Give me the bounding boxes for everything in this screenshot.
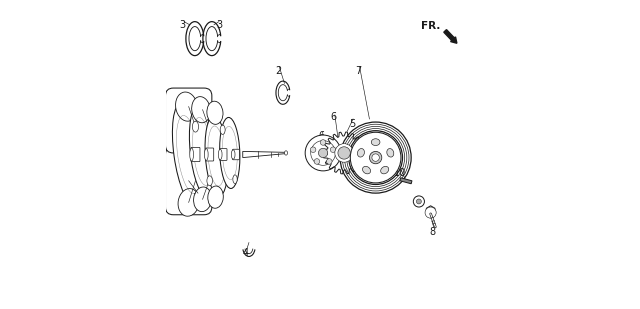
Ellipse shape	[231, 150, 235, 159]
Text: FR.: FR.	[420, 21, 440, 31]
Ellipse shape	[220, 125, 225, 134]
Text: 6: 6	[331, 112, 337, 122]
Text: 8: 8	[429, 227, 436, 237]
Text: 4: 4	[243, 248, 249, 258]
Circle shape	[350, 132, 401, 183]
Circle shape	[310, 147, 316, 152]
Ellipse shape	[175, 92, 198, 121]
Ellipse shape	[208, 186, 223, 208]
Ellipse shape	[204, 149, 208, 160]
Circle shape	[319, 148, 328, 158]
Text: 9: 9	[414, 196, 420, 206]
Ellipse shape	[193, 187, 212, 212]
Circle shape	[305, 135, 341, 171]
Circle shape	[369, 151, 382, 164]
Ellipse shape	[172, 103, 205, 206]
Ellipse shape	[218, 149, 222, 160]
FancyBboxPatch shape	[166, 88, 212, 153]
Text: 3: 3	[216, 20, 223, 30]
Ellipse shape	[189, 106, 216, 197]
Text: 5: 5	[349, 119, 356, 129]
Ellipse shape	[381, 166, 388, 174]
Text: 6: 6	[319, 131, 324, 141]
FancyBboxPatch shape	[166, 147, 212, 215]
FancyBboxPatch shape	[205, 148, 214, 161]
Polygon shape	[426, 206, 435, 216]
Circle shape	[335, 144, 353, 162]
Ellipse shape	[357, 149, 364, 157]
Polygon shape	[243, 151, 286, 158]
Ellipse shape	[189, 148, 193, 161]
Circle shape	[326, 159, 332, 164]
Ellipse shape	[387, 149, 394, 157]
Text: 7: 7	[355, 66, 362, 76]
Circle shape	[372, 154, 380, 161]
Text: 10: 10	[394, 168, 406, 178]
Ellipse shape	[371, 139, 380, 146]
Circle shape	[425, 207, 436, 218]
Ellipse shape	[284, 151, 287, 155]
Ellipse shape	[191, 97, 211, 123]
Ellipse shape	[233, 175, 237, 184]
FancyArrow shape	[444, 30, 457, 43]
Ellipse shape	[207, 176, 212, 186]
Polygon shape	[400, 178, 412, 184]
Circle shape	[413, 196, 424, 207]
Ellipse shape	[205, 116, 228, 196]
Circle shape	[314, 159, 320, 164]
Circle shape	[417, 199, 421, 204]
Text: 1: 1	[193, 193, 200, 203]
Ellipse shape	[220, 117, 240, 188]
Ellipse shape	[207, 101, 223, 124]
Text: 2: 2	[275, 66, 282, 76]
Text: 3: 3	[179, 20, 186, 30]
Circle shape	[338, 147, 350, 159]
FancyBboxPatch shape	[191, 147, 200, 162]
Ellipse shape	[362, 166, 371, 174]
Circle shape	[320, 140, 326, 145]
Ellipse shape	[193, 121, 198, 132]
Ellipse shape	[178, 188, 199, 216]
FancyBboxPatch shape	[220, 149, 227, 160]
Circle shape	[330, 147, 336, 152]
FancyBboxPatch shape	[232, 149, 239, 160]
